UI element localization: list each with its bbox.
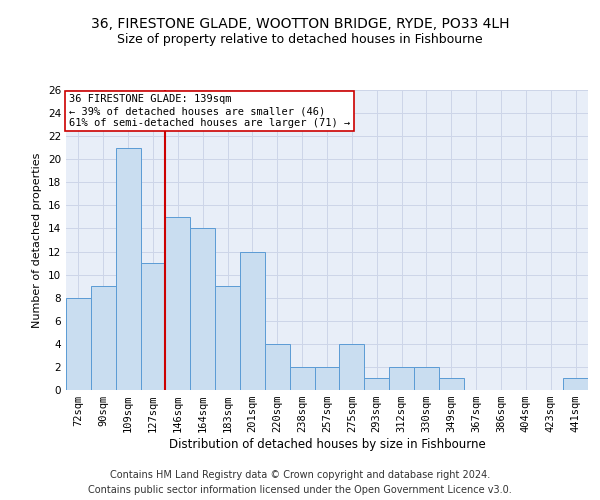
Bar: [140, 263, 166, 390]
Bar: [340, 344, 364, 390]
Text: 36 FIRESTONE GLADE: 139sqm
← 39% of detached houses are smaller (46)
61% of semi: 36 FIRESTONE GLADE: 139sqm ← 39% of deta…: [68, 94, 350, 128]
Bar: [265, 344, 290, 390]
Bar: [439, 378, 464, 390]
Bar: [66, 298, 91, 390]
Bar: [116, 148, 140, 390]
Bar: [91, 286, 116, 390]
Bar: [190, 228, 215, 390]
Bar: [314, 367, 340, 390]
Bar: [290, 367, 314, 390]
Text: Contains public sector information licensed under the Open Government Licence v3: Contains public sector information licen…: [88, 485, 512, 495]
Text: Contains HM Land Registry data © Crown copyright and database right 2024.: Contains HM Land Registry data © Crown c…: [110, 470, 490, 480]
Bar: [414, 367, 439, 390]
Y-axis label: Number of detached properties: Number of detached properties: [32, 152, 43, 328]
Bar: [389, 367, 414, 390]
Bar: [364, 378, 389, 390]
X-axis label: Distribution of detached houses by size in Fishbourne: Distribution of detached houses by size …: [169, 438, 485, 451]
Bar: [563, 378, 588, 390]
Bar: [240, 252, 265, 390]
Bar: [166, 217, 190, 390]
Text: Size of property relative to detached houses in Fishbourne: Size of property relative to detached ho…: [117, 32, 483, 46]
Bar: [215, 286, 240, 390]
Text: 36, FIRESTONE GLADE, WOOTTON BRIDGE, RYDE, PO33 4LH: 36, FIRESTONE GLADE, WOOTTON BRIDGE, RYD…: [91, 18, 509, 32]
